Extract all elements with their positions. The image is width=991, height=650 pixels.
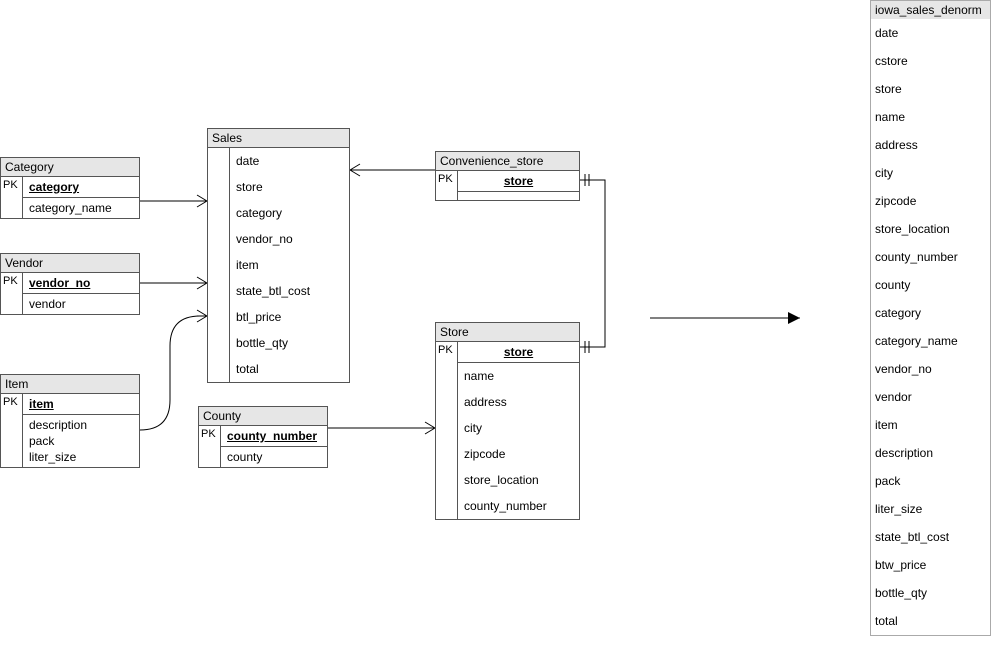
entity-title: County xyxy=(199,407,327,426)
attr: category xyxy=(871,299,990,327)
entity-title: Vendor xyxy=(1,254,139,273)
entity-iowa-sales-denorm: iowa_sales_denorm date cstore store name… xyxy=(870,0,991,636)
denorm-arrow-head xyxy=(788,312,800,324)
attr: city xyxy=(458,415,579,441)
pk-field: store xyxy=(458,342,579,362)
attr: category_name xyxy=(23,198,139,218)
attr-empty xyxy=(458,192,579,200)
pk-label: PK xyxy=(199,426,221,467)
attr: vendor xyxy=(871,383,990,411)
pk-field: vendor_no xyxy=(23,273,139,293)
tick-convstore-end xyxy=(585,174,589,186)
attr: city xyxy=(871,159,990,187)
attr: bottle_qty xyxy=(871,579,990,607)
crow-county-store xyxy=(425,422,435,434)
attr: category_name xyxy=(871,327,990,355)
attr: state_btl_cost xyxy=(230,278,349,304)
pk-label: PK xyxy=(436,342,458,519)
attr: zipcode xyxy=(871,187,990,215)
pk-label xyxy=(208,148,230,382)
attr: date xyxy=(230,148,349,174)
pk-label: PK xyxy=(436,171,458,200)
attr: store xyxy=(230,174,349,200)
attr: address xyxy=(458,389,579,415)
attr: name xyxy=(458,363,579,389)
attr: vendor xyxy=(23,294,139,314)
pk-label: PK xyxy=(1,177,23,218)
attr: county xyxy=(871,271,990,299)
attr: item xyxy=(230,252,349,278)
attr: store_location xyxy=(458,467,579,493)
attr: vendor_no xyxy=(230,226,349,252)
attr: name xyxy=(871,103,990,131)
entity-county: County PK county_number county xyxy=(198,406,328,468)
attr: county_number xyxy=(871,243,990,271)
attr: pack xyxy=(871,467,990,495)
attr: category xyxy=(230,200,349,226)
tick-store-end xyxy=(585,341,589,353)
attr: total xyxy=(871,607,990,635)
crow-item-sales xyxy=(197,310,207,322)
attr: liter_size xyxy=(23,449,139,467)
attr: btw_price xyxy=(871,551,990,579)
attr: address xyxy=(871,131,990,159)
attr: cstore xyxy=(871,47,990,75)
entity-sales: Sales date store category vendor_no item… xyxy=(207,128,350,383)
pk-field: category xyxy=(23,177,139,197)
entity-vendor: Vendor PK vendor_no vendor xyxy=(0,253,140,315)
entity-item: Item PK item description pack liter_size xyxy=(0,374,140,468)
pk-field: item xyxy=(23,394,139,414)
crow-sales-convstore xyxy=(350,164,360,176)
entity-convenience-store: Convenience_store PK store xyxy=(435,151,580,201)
attr: zipcode xyxy=(458,441,579,467)
pk-field: store xyxy=(458,171,579,191)
pk-label: PK xyxy=(1,394,23,467)
crow-category-sales xyxy=(197,195,207,207)
attr: county_number xyxy=(458,493,579,519)
attr: vendor_no xyxy=(871,355,990,383)
entity-title: Item xyxy=(1,375,139,394)
attr: county xyxy=(221,447,327,467)
entity-title: Convenience_store xyxy=(436,152,579,171)
pk-label: PK xyxy=(1,273,23,314)
attr: bottle_qty xyxy=(230,330,349,356)
conn-store-convstore xyxy=(580,180,605,347)
entity-title: Store xyxy=(436,323,579,342)
entity-title: Category xyxy=(1,158,139,177)
attr: store xyxy=(871,75,990,103)
attr: pack xyxy=(23,433,139,449)
crow-vendor-sales xyxy=(197,277,207,289)
attr: total xyxy=(230,356,349,382)
entity-title: Sales xyxy=(208,129,349,148)
entity-category: Category PK category category_name xyxy=(0,157,140,219)
entity-store: Store PK store name address city zipcode… xyxy=(435,322,580,520)
attr: item xyxy=(871,411,990,439)
attr: description xyxy=(23,415,139,433)
conn-item-sales xyxy=(140,316,207,430)
attr: date xyxy=(871,19,990,47)
attr: description xyxy=(871,439,990,467)
attr: state_btl_cost xyxy=(871,523,990,551)
attr: liter_size xyxy=(871,495,990,523)
attr: btl_price xyxy=(230,304,349,330)
pk-field: county_number xyxy=(221,426,327,446)
attr: store_location xyxy=(871,215,990,243)
entity-title: iowa_sales_denorm xyxy=(871,1,990,19)
